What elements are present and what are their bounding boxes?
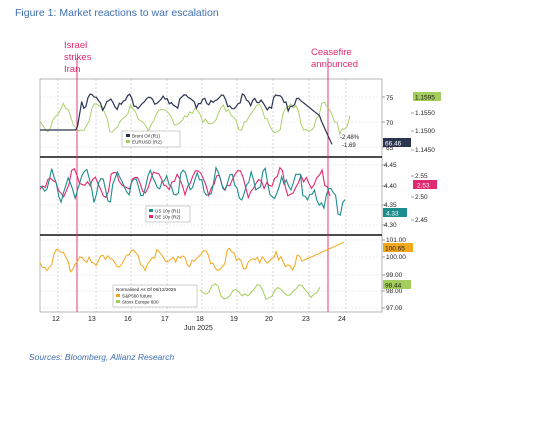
xtick-17: 17	[161, 316, 169, 323]
bottom-legend: Normalised As Of 06/12/2025 S&P500 futur…	[112, 284, 198, 308]
badge-stoxx: 98.44	[383, 280, 411, 290]
tick-brent-75: 75	[386, 95, 394, 102]
brent-oil-line	[40, 93, 333, 145]
annotation-strikes: strikes	[64, 52, 92, 63]
xtick-23: 23	[302, 316, 310, 323]
badge-us10y: 4.33	[383, 208, 407, 218]
legend-us10y: US 10y (R1)	[155, 209, 181, 214]
de10y-line	[39, 166, 331, 200]
tick-us10y-4.35: 4.35	[384, 202, 397, 209]
badge-de10y: 2.53	[413, 180, 437, 190]
tick-brent-65: 65	[386, 145, 394, 152]
right-axes: 75 70 65 1.1550 1.1500 1.1450 4.45 4.40 …	[384, 95, 435, 312]
xtick-18: 18	[196, 316, 204, 323]
legend-sp500: S&P500 future	[122, 294, 152, 299]
badge-brent: 66.46	[383, 138, 411, 148]
sp500-line	[39, 241, 345, 273]
top-legend: Brent Oil (R1) EURUSD (R2)	[121, 130, 181, 148]
xtick-20: 20	[265, 316, 273, 323]
xtick-24: 24	[338, 316, 346, 323]
legend-brent: Brent Oil (R1)	[132, 134, 161, 139]
svg-text:66.46: 66.46	[385, 141, 402, 148]
annotation-ceasefire: Ceasefire	[311, 47, 352, 58]
figure-title: Figure 1: Market reactions to war escala…	[15, 7, 219, 19]
xtick-13: 13	[88, 316, 96, 323]
tick-eurusd-1.1500: 1.1500	[415, 128, 435, 135]
us10y-line	[39, 165, 346, 216]
tick-de10y-2.50: 2.50	[415, 194, 428, 201]
tick-norm-99: 99.00	[386, 272, 403, 279]
badge-sp500: 100.65	[383, 243, 413, 253]
tick-eurusd-1.1550: 1.1550	[415, 110, 435, 117]
tick-brent-70: 70	[386, 120, 394, 127]
xtick-12: 12	[52, 316, 60, 323]
annotation-iran: Iran	[64, 64, 80, 75]
tick-eurusd-1.1450: 1.1450	[415, 147, 435, 154]
right-axis-tickmarks	[382, 96, 414, 309]
stoxx-line	[199, 283, 321, 300]
xtick-16: 16	[124, 316, 132, 323]
xtick-19: 19	[230, 316, 238, 323]
source-note: Sources: Bloomberg, Allianz Research	[29, 352, 175, 362]
annotation-announced: announced	[311, 59, 358, 70]
chart-frame	[39, 78, 383, 313]
svg-text:4.33: 4.33	[386, 211, 399, 218]
horizontal-grid	[40, 96, 382, 309]
legend-normalised-title: Normalised As Of 06/12/2025	[116, 287, 176, 292]
svg-text:100.65: 100.65	[385, 246, 405, 253]
xtick-month-label: Jun 2025	[184, 325, 213, 332]
tick-norm-101: 101.00	[386, 237, 406, 244]
svg-text:2.53: 2.53	[417, 183, 430, 190]
tick-norm-97: 97.00	[386, 305, 403, 312]
badge-eurusd: 1.1595	[413, 92, 441, 102]
legend-eurusd: EURUSD (R2)	[132, 140, 162, 145]
tick-us10y-4.30: 4.30	[384, 222, 397, 229]
tick-norm-100: 100.00	[386, 254, 406, 261]
svg-text:1.1595: 1.1595	[415, 95, 435, 102]
eurusd-line	[39, 101, 351, 136]
tick-de10y-2.45: 2.45	[415, 217, 428, 224]
middle-legend: US 10y (R1) DE 10y (R2)	[145, 205, 191, 223]
legend-stoxx: Stoxx Europe 600	[122, 300, 159, 305]
tick-norm-98: 98.00	[386, 288, 403, 295]
tick-de10y-2.55: 2.55	[415, 173, 428, 180]
change-label-eurusd: -1.69	[342, 143, 356, 149]
svg-text:98.44: 98.44	[385, 283, 402, 290]
tick-us10y-4.45: 4.45	[384, 162, 397, 169]
tick-us10y-4.40: 4.40	[384, 183, 397, 190]
change-label-brent: -2.48%	[340, 135, 360, 141]
annotation-israel: Israel	[64, 40, 87, 51]
legend-de10y: DE 10y (R2)	[155, 215, 181, 220]
